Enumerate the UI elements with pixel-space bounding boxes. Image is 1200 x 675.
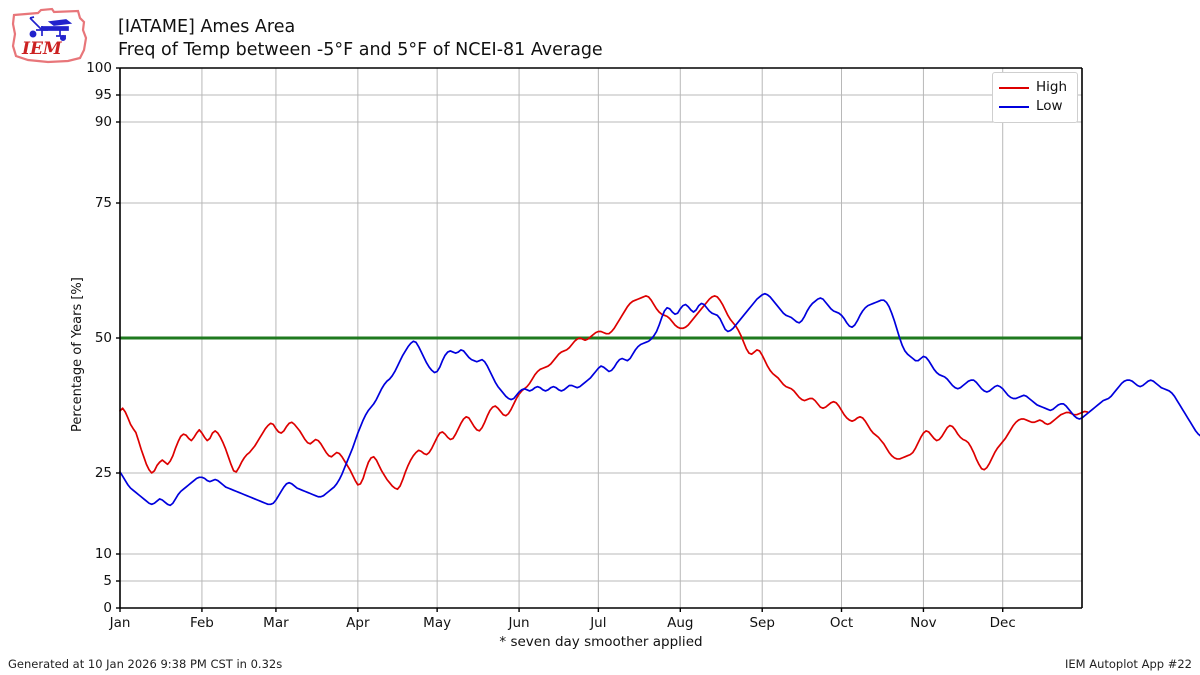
x-tick-label: Apr bbox=[346, 615, 370, 631]
weather-station-mark bbox=[29, 16, 73, 42]
footer-app-text: IEM Autoplot App #22 bbox=[1064, 657, 1192, 671]
legend-entry-high[interactable]: High bbox=[999, 78, 1071, 97]
chart-title-line-2: Freq of Temp between -5°F and 5°F of NCE… bbox=[118, 40, 603, 60]
series-layer bbox=[119, 292, 1200, 507]
x-tick-label: Feb bbox=[189, 615, 214, 631]
legend-swatch-high bbox=[999, 86, 1029, 89]
legend-swatch-low bbox=[999, 105, 1029, 108]
axis-tickmarks bbox=[116, 67, 1004, 612]
x-tick-label: Jan bbox=[109, 615, 131, 631]
x-tick-label: Mar bbox=[263, 615, 289, 631]
legend-label-high: High bbox=[1036, 78, 1068, 95]
legend-label-low: Low bbox=[1036, 97, 1063, 114]
x-tick-label: Aug bbox=[667, 615, 694, 631]
y-tick-label: 95 bbox=[94, 87, 112, 103]
y-tick-label: 75 bbox=[94, 195, 112, 211]
x-tick-label: Dec bbox=[989, 615, 1016, 631]
x-tick-label: Oct bbox=[829, 615, 854, 631]
chart-title: [IATAME] Ames Area Freq of Temp between … bbox=[118, 16, 603, 62]
y-tick-label: 50 bbox=[94, 330, 112, 346]
chart-title-line-1: [IATAME] Ames Area bbox=[118, 17, 296, 37]
iem-logo[interactable]: IEM bbox=[8, 6, 92, 64]
iem-logo-text: IEM bbox=[21, 39, 63, 59]
y-tick-label: 5 bbox=[103, 573, 112, 589]
y-tick-label: 25 bbox=[94, 465, 112, 481]
smoother-caption: * seven day smoother applied bbox=[499, 634, 703, 650]
x-tick-label: Jun bbox=[508, 615, 530, 631]
y-tick-label: 10 bbox=[94, 546, 112, 562]
y-tick-label: 90 bbox=[94, 114, 112, 130]
y-tick-label: 0 bbox=[103, 600, 112, 616]
iem-logo-graphic: IEM bbox=[11, 7, 88, 64]
y-tick-label: 100 bbox=[86, 60, 112, 76]
x-tick-label: Sep bbox=[749, 615, 775, 631]
chart-legend[interactable]: High Low bbox=[992, 72, 1078, 123]
x-tick-label: Jul bbox=[590, 615, 607, 631]
footer-generated-text: Generated at 10 Jan 2026 9:38 PM CST in … bbox=[8, 657, 283, 671]
x-tick-label: Nov bbox=[910, 615, 937, 631]
x-tick-label: May bbox=[423, 615, 452, 631]
legend-entry-low[interactable]: Low bbox=[999, 97, 1071, 116]
